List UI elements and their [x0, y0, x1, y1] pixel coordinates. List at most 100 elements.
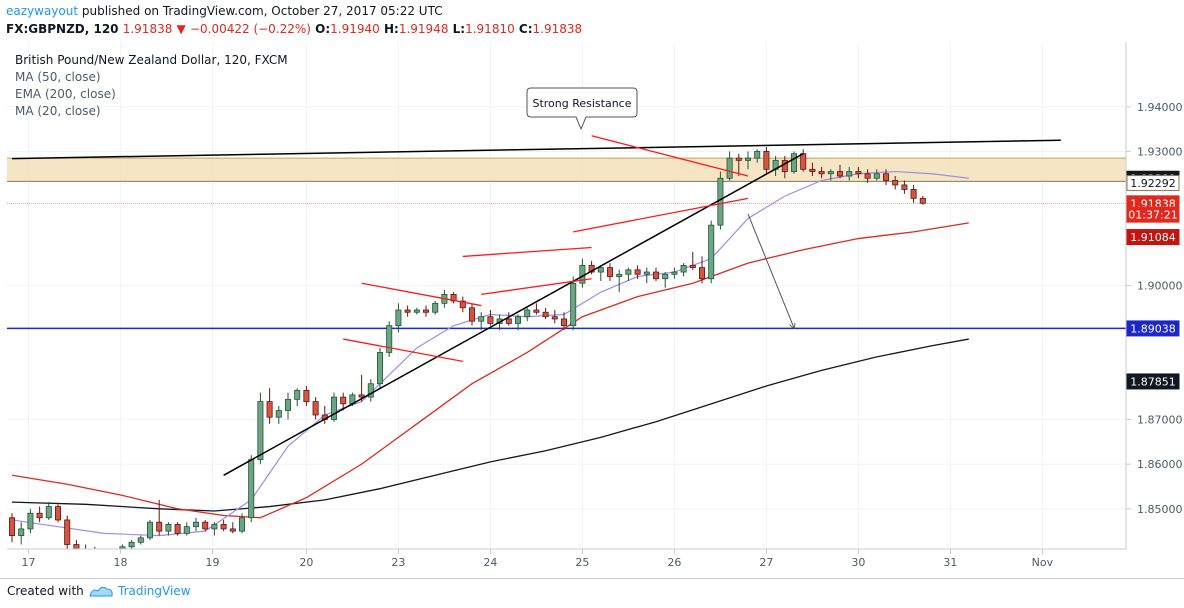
price-tick-label: 1.90000: [1137, 279, 1183, 292]
candle: [119, 544, 126, 549]
candle: [386, 321, 393, 357]
down-triangle-icon: ▼: [176, 22, 186, 36]
callout-text: Strong Resistance: [532, 97, 631, 110]
candle-body: [809, 168, 816, 172]
candle-body: [8, 517, 15, 536]
candle-body: [901, 184, 908, 190]
candle-body: [855, 171, 862, 175]
candle-body: [717, 177, 724, 226]
flag1-line-lower: [343, 338, 463, 363]
candle-body: [551, 316, 558, 320]
candlestick-series[interactable]: [8, 146, 926, 560]
candle-body: [524, 309, 531, 318]
legend-ma20[interactable]: MA (20, close): [15, 104, 101, 118]
price-tag-box: [1126, 175, 1180, 192]
price-tag-label: 1.91084: [1130, 231, 1176, 244]
strong-resistance-callout[interactable]: Strong Resistance: [526, 87, 638, 131]
price-tags: 1.923891.922921.9183801:37:211.910841.89…: [1126, 170, 1180, 390]
candle-body: [735, 157, 742, 161]
candle-body: [910, 189, 917, 199]
candle: [312, 397, 319, 420]
candle-body: [202, 521, 209, 530]
candle-body: [275, 410, 282, 418]
price-tick-label: 1.87000: [1137, 413, 1183, 426]
candle: [275, 406, 282, 424]
time-axis[interactable]: 17 18 19 20 23 24 25 26 27 30 31 Nov: [22, 549, 1054, 569]
candle: [248, 455, 255, 523]
candle: [919, 196, 926, 205]
candle: [901, 180, 908, 194]
candle: [459, 296, 466, 313]
candle-body: [873, 173, 880, 179]
legend-ema200[interactable]: EMA (200, close): [15, 87, 116, 101]
candle: [156, 499, 163, 536]
time-tick-label: 19: [206, 556, 220, 569]
candle-body: [561, 318, 568, 327]
candle: [358, 374, 365, 402]
price-chart[interactable]: Strong Resistance 1.940001.930001.900001…: [0, 0, 1184, 578]
candle-body: [459, 300, 466, 309]
trend-drawings[interactable]: [11, 135, 1061, 476]
candle: [800, 149, 807, 172]
candle-body: [754, 151, 761, 159]
candle-body: [303, 390, 310, 402]
candle: [579, 258, 586, 288]
created-with-label: Created with: [7, 584, 84, 598]
candle: [735, 153, 742, 177]
price-tag-label: 1.89038: [1130, 322, 1176, 335]
candle: [128, 540, 135, 549]
candle: [192, 517, 199, 532]
candle-body: [864, 173, 871, 179]
high-value: 1.91948: [398, 22, 449, 36]
candle-body: [791, 153, 798, 172]
candle-body: [689, 264, 696, 268]
legend-ma50[interactable]: MA (50, close): [15, 70, 101, 84]
candle: [643, 267, 650, 284]
time-tick-label: 27: [759, 556, 773, 569]
price-tick-label: 1.86000: [1137, 458, 1183, 471]
candle-body: [156, 521, 163, 532]
tradingview-link[interactable]: TradingView: [118, 584, 191, 598]
candle: [468, 303, 475, 326]
ema200-line: [11, 338, 969, 512]
candle: [257, 392, 264, 465]
candle-body: [174, 524, 181, 534]
candle: [607, 263, 614, 281]
candle: [597, 265, 604, 281]
candle-body: [432, 302, 439, 313]
price-axis[interactable]: 1.94000 1.93000 1.90000 1.87000 1.86000 1.850…: [1126, 101, 1183, 516]
candle-body: [257, 401, 264, 461]
price-tag: 1.87851: [1126, 373, 1180, 390]
ohlc-line: FX:GBPNZD, 120 1.91838 ▼ −0.00422 (−0.22…: [6, 22, 582, 36]
candle: [505, 312, 512, 326]
pennant-line-upper: [591, 135, 749, 177]
candle: [422, 305, 429, 317]
price-tag-label: 01:37:21: [1128, 209, 1177, 222]
candle: [395, 303, 402, 333]
time-tick-label: 25: [575, 556, 589, 569]
candle-body: [892, 180, 899, 186]
candle-body: [73, 544, 80, 549]
candle: [101, 551, 106, 560]
candle-body: [18, 528, 25, 536]
symbol-label: FX:GBPNZD, 120: [6, 22, 119, 36]
candle: [55, 504, 62, 523]
candle: [754, 149, 761, 163]
candle-body: [183, 526, 190, 534]
candle-body: [220, 524, 227, 530]
candle: [478, 312, 485, 331]
candle-body: [818, 171, 825, 175]
candle-body: [515, 316, 522, 324]
candle-body: [708, 224, 715, 280]
open-label: O:: [315, 22, 331, 36]
candle-body: [505, 318, 512, 324]
candle-body: [745, 157, 752, 161]
candle-body: [45, 506, 52, 519]
candle-body: [128, 541, 135, 548]
candle-body: [468, 307, 475, 322]
publisher-username[interactable]: eazywayout: [6, 4, 79, 18]
candle-body: [284, 398, 291, 411]
legend-title: British Pound/New Zealand Dollar, 120, F…: [15, 53, 288, 67]
candle: [340, 392, 347, 411]
close-value: 1.91838: [532, 22, 583, 36]
